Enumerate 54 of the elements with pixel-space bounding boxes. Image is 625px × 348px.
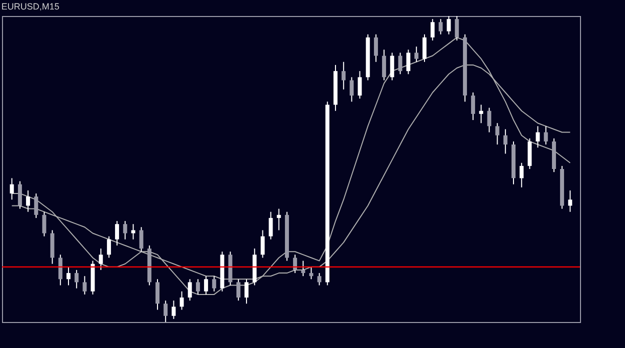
candlestick bbox=[139, 226, 144, 252]
candlestick bbox=[180, 290, 184, 310]
candlestick bbox=[374, 34, 378, 62]
candlestick bbox=[406, 49, 410, 75]
candlestick bbox=[382, 49, 386, 81]
candlestick bbox=[293, 254, 298, 274]
candlestick bbox=[42, 211, 46, 237]
candlestick bbox=[350, 76, 354, 102]
candlestick bbox=[414, 46, 418, 62]
candlestick bbox=[487, 107, 492, 133]
candlestick bbox=[520, 162, 524, 188]
candlestick bbox=[398, 52, 402, 75]
candlestick bbox=[495, 122, 500, 146]
candlestick bbox=[244, 278, 248, 304]
candlestick bbox=[204, 276, 208, 295]
candlestick bbox=[544, 126, 548, 146]
candlestick bbox=[196, 278, 200, 295]
candlestick bbox=[568, 190, 572, 212]
candlestick bbox=[58, 254, 62, 286]
candlestick bbox=[536, 126, 540, 148]
candlestick bbox=[446, 16, 451, 35]
candlestick bbox=[131, 224, 136, 240]
candlestick bbox=[430, 18, 435, 41]
candlestick bbox=[471, 92, 476, 121]
candlestick bbox=[26, 190, 30, 212]
candlestick bbox=[212, 276, 216, 292]
candlestick bbox=[34, 192, 38, 218]
candlestick bbox=[10, 178, 14, 200]
candlestick bbox=[276, 208, 281, 231]
candlestick bbox=[115, 220, 120, 246]
candlestick bbox=[301, 260, 306, 277]
candlestick bbox=[188, 278, 192, 302]
candlestick bbox=[503, 128, 508, 154]
candlestick bbox=[172, 300, 176, 320]
candlestick bbox=[74, 269, 79, 289]
candlestick bbox=[438, 18, 443, 35]
candlestick bbox=[98, 248, 103, 270]
candlestick bbox=[317, 272, 322, 286]
candlestick bbox=[260, 230, 265, 258]
candlestick bbox=[106, 236, 111, 258]
candlestick bbox=[268, 211, 273, 240]
candlestick bbox=[155, 278, 160, 310]
candlestick bbox=[358, 70, 362, 100]
candlestick bbox=[342, 61, 346, 90]
candlestick bbox=[479, 104, 484, 124]
candlestick bbox=[18, 180, 22, 210]
candlestick bbox=[309, 266, 314, 280]
candlestick bbox=[123, 220, 128, 240]
candlestick bbox=[82, 276, 87, 295]
chart-title: EURUSD,M15 bbox=[1, 2, 60, 12]
candlestick bbox=[390, 52, 394, 81]
candlestick bbox=[236, 278, 240, 302]
candlestick bbox=[422, 34, 427, 62]
candlestick bbox=[66, 266, 70, 286]
